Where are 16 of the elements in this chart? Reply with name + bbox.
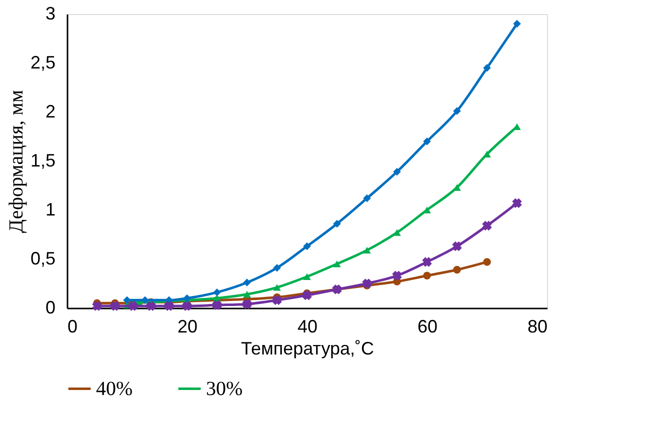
legend-label: 30% xyxy=(206,378,243,400)
x-tick-label: 0 xyxy=(68,316,78,336)
x-tick-label: 40 xyxy=(297,316,318,336)
x-tick-label: 60 xyxy=(417,316,438,336)
y-tick-label: 3 xyxy=(45,4,56,24)
x-tick-label: 80 xyxy=(527,316,548,336)
x-axis-title: Температура,˚С xyxy=(240,338,374,358)
x-tick-label: 20 xyxy=(177,316,198,336)
legend-label: 40% xyxy=(96,378,133,400)
y-tick-label: 0,5 xyxy=(30,248,56,268)
y-tick-label: 2,5 xyxy=(30,52,56,72)
y-tick-label: 1,5 xyxy=(30,150,56,170)
y-tick-label: 2 xyxy=(45,102,56,122)
y-axis-title: Деформация, мм xyxy=(5,90,28,233)
y-tick-label: 1 xyxy=(45,200,56,220)
y-tick-label: 0 xyxy=(45,298,56,318)
